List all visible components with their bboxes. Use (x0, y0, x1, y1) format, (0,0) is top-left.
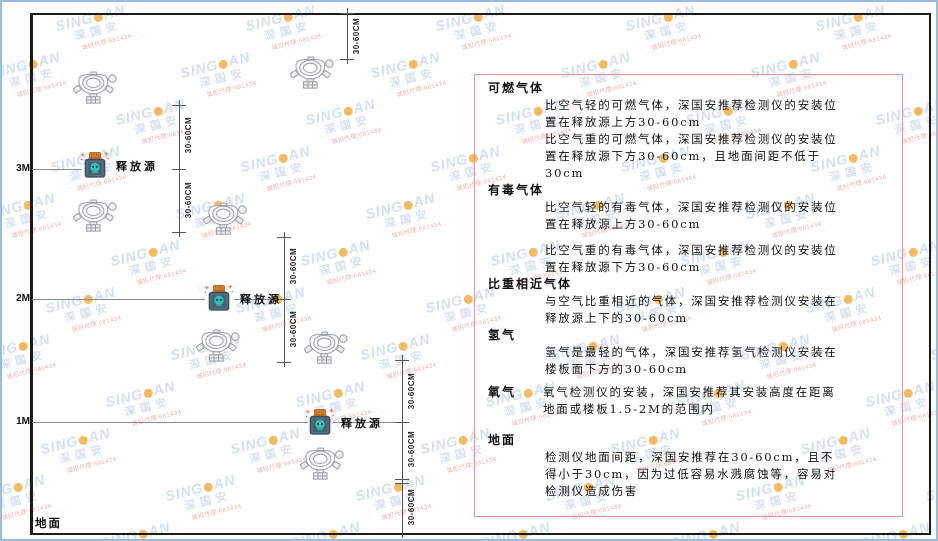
gas-detector (72, 71, 117, 104)
gas-detector (303, 331, 348, 364)
dimension-label: 30-60CM (289, 310, 298, 348)
dimension-tick (172, 105, 186, 106)
ground-label: 地面 (35, 516, 62, 530)
section-paragraph: 比空气轻的可燃气体，深国安推荐检测仪的安装位置在释放源上方30-60cm (545, 98, 838, 129)
dimension-tick (395, 483, 409, 484)
release-source-icon (80, 151, 109, 178)
dimension-label: 30-60CM (407, 430, 416, 468)
reference-line (32, 169, 82, 170)
gas-detector (202, 202, 247, 235)
dimension-label: 30-60CM (184, 116, 193, 154)
dimension-label: 30-60CM (352, 17, 361, 55)
ceiling-line (30, 13, 931, 15)
release-source-label: 释放源 (240, 293, 282, 306)
release-source-icon (204, 284, 233, 311)
wall-line (30, 13, 33, 535)
right-edge-line (929, 13, 931, 535)
gas-detector-icon (195, 329, 240, 362)
gas-detector (72, 199, 117, 232)
release-source-icon (305, 408, 334, 435)
gas-detector (299, 447, 344, 480)
section-paragraph: 比空气轻的有毒气体，深国安推荐检测仪的安装位置在释放源上方30-60cm (545, 200, 838, 231)
height-label: 2M (16, 293, 30, 304)
dimension-line (402, 355, 403, 538)
info-panel: 可燃气体 比空气轻的可燃气体，深国安推荐检测仪的安装位置在释放源上方30-60c… (474, 74, 903, 517)
gas-detector (289, 56, 334, 89)
section-heading: 比重相近气体 (488, 277, 573, 291)
section-heading: 氢气 (488, 328, 517, 342)
section-hydrogen: 氢气 氢气是最轻的气体，深国安推荐氢气检测仪安装在楼板面下方的30-60cm (488, 327, 888, 378)
dimension-label: 30-60CM (407, 488, 416, 526)
section-toxic-gas: 有毒气体 比空气轻的有毒气体，深国安推荐检测仪的安装位置在释放源上方30-60c… (488, 182, 888, 276)
section-heading: 氧气 (488, 385, 517, 399)
section-heading: 可燃气体 (488, 81, 545, 95)
section-combustible-gas: 可燃气体 比空气轻的可燃气体，深国安推荐检测仪的安装位置在释放源上方30-60c… (488, 80, 888, 182)
dimension-line (347, 8, 348, 64)
gas-detector-icon (72, 71, 117, 104)
dimension-tick (277, 362, 291, 363)
gas-detector-icon (299, 447, 344, 480)
dimension-label: 30-60CM (184, 181, 193, 219)
release-source-label: 释放源 (116, 160, 158, 173)
gas-detector-icon (289, 56, 334, 89)
section-paragraph: 检测仪地面间距，深国安推荐在30-60cm，且不得小于30cm，因为过低容易水溅… (545, 450, 837, 498)
height-label: 3M (16, 163, 30, 174)
section-ground: 地面 检测仪地面间距，深国安推荐在30-60cm，且不得小于30cm，因为过低容… (488, 432, 888, 500)
gas-detector (195, 329, 240, 362)
gas-detector-icon (303, 331, 348, 364)
dimension-tick (395, 422, 409, 423)
section-heading: 地面 (488, 433, 517, 447)
ground-line (30, 533, 931, 535)
gas-detector-icon (72, 199, 117, 232)
dimension-label: 30-60CM (289, 247, 298, 285)
dimension-tick (277, 237, 291, 238)
release-source-label: 释放源 (341, 417, 383, 430)
reference-line (234, 299, 284, 300)
section-paragraph: 比空气重的有毒气体，深国安推荐检测仪的安装位置在释放源下方30-60cm (545, 243, 838, 274)
dimension-tick (340, 13, 354, 14)
release-source: 释放源 (204, 284, 279, 312)
dimension-tick (277, 299, 291, 300)
section-paragraph: 与空气比重相近的气体，深国安推荐检测仪安装在释放源上下的30-60cm (545, 294, 838, 325)
dimension-tick (395, 360, 409, 361)
dimension-tick (395, 479, 409, 480)
section-oxygen: 氧气 氧气检测仪的安装，深国安推荐其安装高度在距离地面或楼板1.5-2M的范围内 (488, 384, 888, 418)
dimension-tick (340, 59, 354, 60)
section-heading: 有毒气体 (488, 183, 545, 197)
dimension-line (179, 100, 180, 237)
reference-line (32, 299, 205, 300)
dimension-label: 30-60CM (407, 372, 416, 410)
height-label: 1M (16, 416, 30, 427)
section-paragraph: 比空气重的可燃气体，深国安推荐检测仪的安装位置在释放源下方30-60cm，且地面… (545, 132, 838, 180)
reference-line (333, 422, 402, 423)
section-paragraph: 氢气是最轻的气体，深国安推荐氢气检测仪安装在楼板面下方的30-60cm (545, 345, 838, 376)
release-source: 释放源 (305, 408, 380, 436)
section-paragraph: 氧气检测仪的安装，深国安推荐其安装高度在距离地面或楼板1.5-2M的范围内 (543, 385, 836, 416)
reference-line (32, 422, 308, 423)
release-source: 释放源 (80, 151, 155, 179)
dimension-tick (172, 169, 186, 170)
gas-detector-icon (202, 202, 247, 235)
section-similar-density-gas: 比重相近气体 与空气比重相近的气体，深国安推荐检测仪安装在释放源上下的30-60… (488, 276, 888, 327)
dimension-tick (172, 232, 186, 233)
